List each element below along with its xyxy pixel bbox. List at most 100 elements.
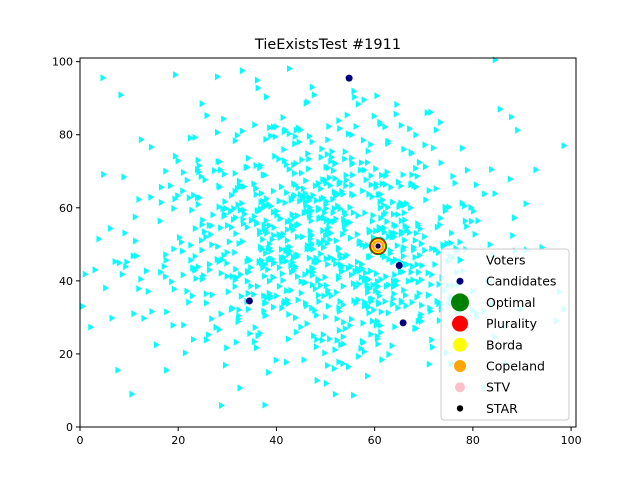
x-tick-label: 20: [171, 434, 185, 447]
voter-point: [409, 171, 416, 179]
voter-point: [241, 183, 248, 191]
voter-point: [323, 232, 329, 240]
voter-point: [138, 135, 145, 144]
voter-point: [228, 207, 234, 215]
voter-point: [373, 270, 380, 278]
legend-marker-borda: [453, 337, 467, 352]
voter-point: [398, 199, 405, 207]
voter-point: [240, 237, 246, 246]
voter-point: [391, 290, 398, 298]
voter-point: [280, 230, 287, 238]
legend-marker-star: [456, 405, 464, 412]
voter-point: [195, 263, 202, 271]
voter-point: [462, 217, 469, 225]
voter-point: [233, 265, 239, 273]
voter-point: [276, 282, 283, 290]
voter-point: [195, 156, 202, 164]
voter-point: [264, 229, 270, 237]
voter-point: [311, 257, 318, 266]
voter-point: [288, 194, 295, 203]
voter-point: [404, 199, 410, 208]
voter-point: [276, 230, 283, 239]
voter-point: [336, 326, 343, 334]
voter-point: [336, 304, 343, 312]
voter-point: [303, 99, 310, 107]
voter-point: [326, 122, 333, 131]
voter-point: [408, 181, 415, 189]
voter-point: [306, 193, 312, 202]
legend-marker-voters: [457, 256, 464, 264]
legend-marker-stv: [455, 382, 465, 393]
voter-point: [255, 84, 262, 92]
voter-point: [145, 287, 152, 296]
candidate-point: [376, 244, 380, 248]
voter-point: [199, 100, 206, 108]
voter-point: [191, 335, 197, 344]
voter-point: [332, 346, 339, 354]
voter-point: [320, 331, 327, 339]
voter-point: [298, 323, 305, 331]
voter-point: [497, 105, 504, 113]
voter-point: [189, 206, 196, 214]
voter-point: [244, 277, 251, 285]
voter-point: [360, 319, 367, 327]
voter-point: [408, 268, 415, 276]
voter-point: [341, 318, 347, 326]
voter-point: [336, 245, 342, 253]
voter-point: [309, 264, 316, 272]
voter-point: [361, 347, 368, 356]
voter-point: [80, 302, 87, 311]
voter-point: [377, 118, 384, 126]
voter-point: [320, 214, 327, 222]
voter-point: [406, 277, 412, 285]
voter-point: [416, 268, 422, 276]
voter-point: [337, 297, 344, 306]
voter-point: [254, 206, 261, 215]
voter-point: [260, 235, 266, 244]
voter-point: [353, 122, 360, 131]
voter-point: [254, 220, 260, 228]
voter-point: [235, 318, 242, 326]
voter-point: [430, 144, 437, 152]
voter-point: [208, 230, 214, 239]
voter-point: [118, 91, 125, 99]
voter-point: [304, 319, 311, 328]
voter-point: [381, 228, 388, 236]
voter-point: [175, 192, 181, 200]
voter-point: [192, 252, 199, 260]
voter-point: [295, 296, 302, 304]
voter-point: [312, 285, 319, 293]
voter-point: [186, 298, 192, 306]
voter-point: [207, 266, 213, 274]
voter-point: [247, 256, 254, 265]
voter-point: [283, 160, 290, 169]
voter-point: [171, 285, 178, 293]
voter-point: [358, 344, 365, 353]
voter-point: [391, 230, 397, 238]
voter-point: [229, 191, 235, 199]
voter-point: [360, 187, 366, 195]
voter-point: [369, 217, 376, 225]
voter-point: [331, 365, 338, 373]
voter-point: [253, 344, 260, 352]
voter-point: [203, 233, 210, 241]
voter-point: [373, 165, 379, 173]
voter-point: [415, 220, 422, 228]
voter-point: [355, 211, 362, 220]
voter-point: [394, 100, 401, 109]
voter-point: [328, 292, 335, 300]
voter-point: [348, 315, 355, 323]
voter-point: [192, 133, 199, 142]
voter-point: [340, 301, 347, 309]
voter-point: [386, 232, 392, 241]
voter-point: [330, 166, 337, 175]
voter-point: [398, 121, 405, 129]
x-tick-label: 80: [466, 434, 480, 447]
voter-point: [179, 247, 186, 255]
voter-point: [432, 260, 439, 269]
voter-point: [232, 187, 239, 195]
voter-point: [334, 336, 341, 344]
voter-point: [409, 298, 416, 306]
voter-point: [224, 248, 231, 256]
voter-point: [415, 317, 422, 325]
